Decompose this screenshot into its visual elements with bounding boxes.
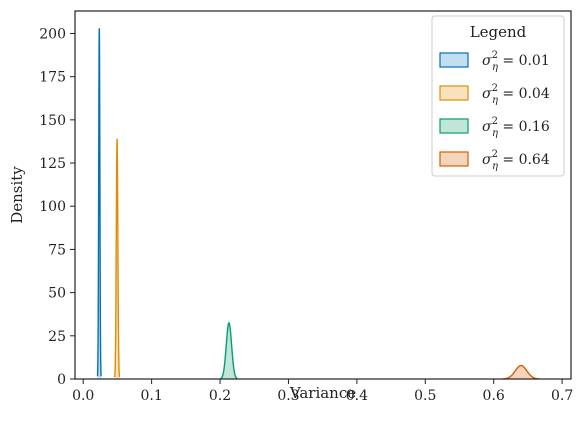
y-tick-label: 125 (39, 156, 66, 172)
x-axis-label: Variance (289, 384, 356, 402)
y-axis-label: Density (8, 166, 26, 224)
legend-label-1: σ2 η = 0.01 (482, 50, 550, 73)
legend-title: Legend (470, 23, 527, 41)
legend-label-3: σ2 η = 0.16 (482, 116, 550, 139)
legend-label-4: σ2 η = 0.64 (482, 149, 550, 172)
legend-label-2: σ2 η = 0.04 (482, 83, 550, 106)
y-tick-label: 150 (39, 113, 66, 129)
y-tick-label: 175 (39, 70, 66, 86)
density-line-1 (96, 28, 102, 377)
legend-swatch-3 (439, 118, 469, 134)
x-axis-ticks: 0.0 0.1 0.2 0.3 0.4 0.5 0.6 0.7 (72, 379, 573, 404)
x-tick-label: 0.5 (414, 388, 436, 404)
x-tick-label: 0.3 (277, 388, 299, 404)
legend-swatch-1 (439, 52, 469, 68)
x-tick-label: 0.0 (72, 388, 94, 404)
legend-swatch-2 (439, 85, 469, 101)
y-tick-label: 75 (48, 242, 66, 258)
y-tick-label: 200 (39, 26, 66, 42)
y-axis-ticks: 0 25 50 75 100 125 150 175 200 (39, 26, 75, 388)
y-tick-label: 100 (39, 199, 66, 215)
x-tick-label: 0.4 (346, 388, 368, 404)
y-tick-label: 25 (48, 329, 66, 345)
legend-swatch-4 (439, 151, 469, 167)
x-tick-label: 0.1 (140, 388, 162, 404)
legend: Legend σ2 η = 0.01 σ2 η = 0.04 σ2 η = 0.16 σ2 η … (431, 15, 565, 177)
x-tick-label: 0.7 (551, 388, 573, 404)
x-tick-label: 0.2 (209, 388, 231, 404)
plot-frame (74, 10, 572, 380)
density-line-3 (220, 321, 238, 380)
density-curves (96, 28, 540, 380)
x-tick-label: 0.6 (483, 388, 505, 404)
density-line-2 (113, 138, 121, 378)
density-line-4 (502, 364, 540, 380)
y-tick-label: 0 (57, 372, 66, 388)
y-tick-label: 50 (48, 286, 66, 302)
